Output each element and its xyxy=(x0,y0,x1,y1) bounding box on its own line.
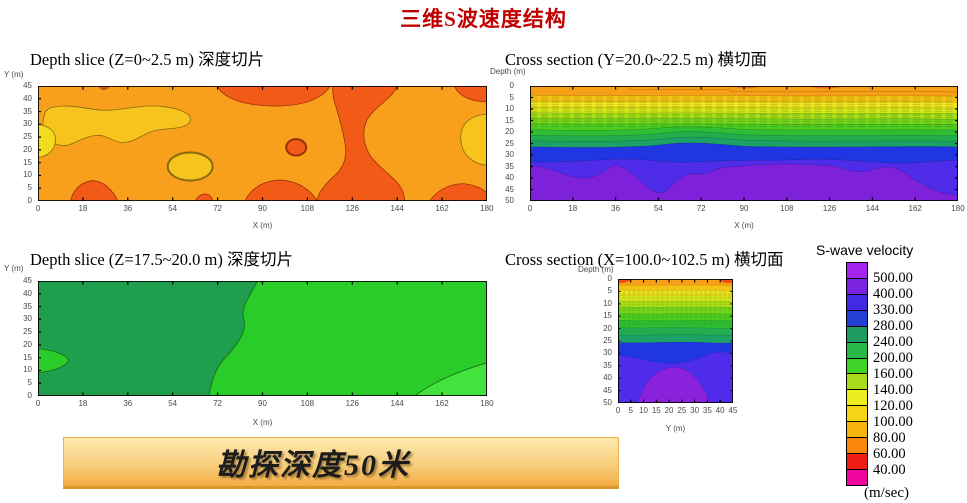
colorbar-cell xyxy=(847,309,867,326)
panel1-x-axis-label: X (m) xyxy=(252,221,273,230)
colorbar-label: 280.00 xyxy=(873,318,913,334)
panel1-plot-area xyxy=(38,86,487,201)
colorbar-label: 240.00 xyxy=(873,334,913,350)
colorbar-cell xyxy=(847,468,867,485)
panel4-x-ticks: 0 5 10 15 20 25 30 35 40 45 xyxy=(615,406,738,415)
colorbar-cell xyxy=(847,389,867,406)
panel4-tick-marks xyxy=(618,279,733,403)
panel2-x-ticks: 0 18 36 54 72 90 108 126 144 162 180 xyxy=(527,204,965,213)
panel4-title: Cross section (X=100.0~102.5 m) 横切面 xyxy=(505,250,784,269)
colorbar-label: 40.00 xyxy=(873,462,906,478)
dense-contour-stripes xyxy=(530,96,958,113)
panel4-depth-ticks: 0 5 10 15 20 25 30 35 40 45 50 xyxy=(603,274,612,407)
colorbar-label: 60.00 xyxy=(873,446,906,462)
colorbar-label: 100.00 xyxy=(873,414,913,430)
depth-slice-deep-contour xyxy=(38,281,487,396)
panel3-tick-marks xyxy=(38,281,442,396)
panel3-y-axis-label: Y (m) xyxy=(4,264,24,273)
page-title: 三维S波速度结构 xyxy=(400,7,567,31)
colorbar-label: 500.00 xyxy=(873,270,913,286)
legend-title: S-wave velocity xyxy=(816,242,914,258)
colorbar-label: 80.00 xyxy=(873,430,906,446)
dense-contour-stripes xyxy=(618,290,733,306)
colorbar-label: 200.00 xyxy=(873,350,913,366)
colorbar-label: 120.00 xyxy=(873,398,913,414)
panel2-title: Cross section (Y=20.0~22.5 m) 横切面 xyxy=(505,50,768,69)
panel2-y-axis-label: Depth (m) xyxy=(490,67,526,76)
colorbar-cell xyxy=(847,277,867,294)
panel1-tick-marks xyxy=(38,86,442,201)
colorbar-cell xyxy=(847,293,867,310)
panel3-plot-area xyxy=(38,281,487,396)
colorbar-label: 330.00 xyxy=(873,302,913,318)
colorbar-cells xyxy=(846,262,868,486)
colorbar-cell xyxy=(847,263,867,278)
colorbar-cell xyxy=(847,373,867,390)
panel3-x-axis-label: X (m) xyxy=(252,418,273,427)
colorbar-cell xyxy=(847,341,867,358)
panel4-plot-area xyxy=(618,279,733,403)
colorbar-labels: 500.00 400.00 330.00 280.00 240.00 200.00 160.… xyxy=(873,270,913,478)
panel2-tick-marks xyxy=(530,86,958,201)
colorbar-label: 400.00 xyxy=(873,286,913,302)
cross-section-y-contour xyxy=(530,86,958,201)
exploration-depth-banner: 勘探深度50米 xyxy=(63,437,619,489)
panel2-x-axis-label: X (m) xyxy=(734,221,754,230)
panel1-x-ticks: 0 18 36 54 72 90 108 126 144 162 180 xyxy=(35,204,494,213)
colorbar-label: 140.00 xyxy=(873,382,913,398)
banner-text: 勘探深度50米 xyxy=(216,449,410,482)
colorbar-label: 160.00 xyxy=(873,366,913,382)
depth-slice-shallow-contour xyxy=(38,86,487,201)
panel3-y-ticks: 45 40 35 30 25 20 15 10 5 0 xyxy=(23,276,32,400)
panel4-y-axis-label: Depth (m) xyxy=(578,265,614,274)
panel1-y-ticks: 45 40 35 30 25 20 15 10 5 0 xyxy=(23,81,32,205)
panel1-y-axis-label: Y (m) xyxy=(4,70,24,79)
colorbar-cell xyxy=(847,325,867,342)
panel2-depth-ticks: 0 5 10 15 20 25 30 35 40 45 50 xyxy=(505,81,514,205)
velocity-colorbar: 500.00 400.00 330.00 280.00 240.00 200.00 160.… xyxy=(846,262,966,486)
cross-section-x-contour xyxy=(618,279,733,403)
legend-unit: (m/sec) xyxy=(864,485,909,501)
panel1-title: Depth slice (Z=0~2.5 m) 深度切片 xyxy=(30,50,265,69)
colorbar-cell xyxy=(847,357,867,374)
colorbar-cell xyxy=(847,421,867,438)
colorbar-cell xyxy=(847,453,867,469)
panel2-plot-area xyxy=(530,86,958,201)
colorbar-cell xyxy=(847,437,867,454)
colorbar-cell xyxy=(847,405,867,422)
panel3-x-ticks: 0 18 36 54 72 90 108 126 144 162 180 xyxy=(35,399,494,408)
panel4-x-axis-label: Y (m) xyxy=(665,424,686,433)
panel3-title: Depth slice (Z=17.5~20.0 m) 深度切片 xyxy=(30,250,293,269)
